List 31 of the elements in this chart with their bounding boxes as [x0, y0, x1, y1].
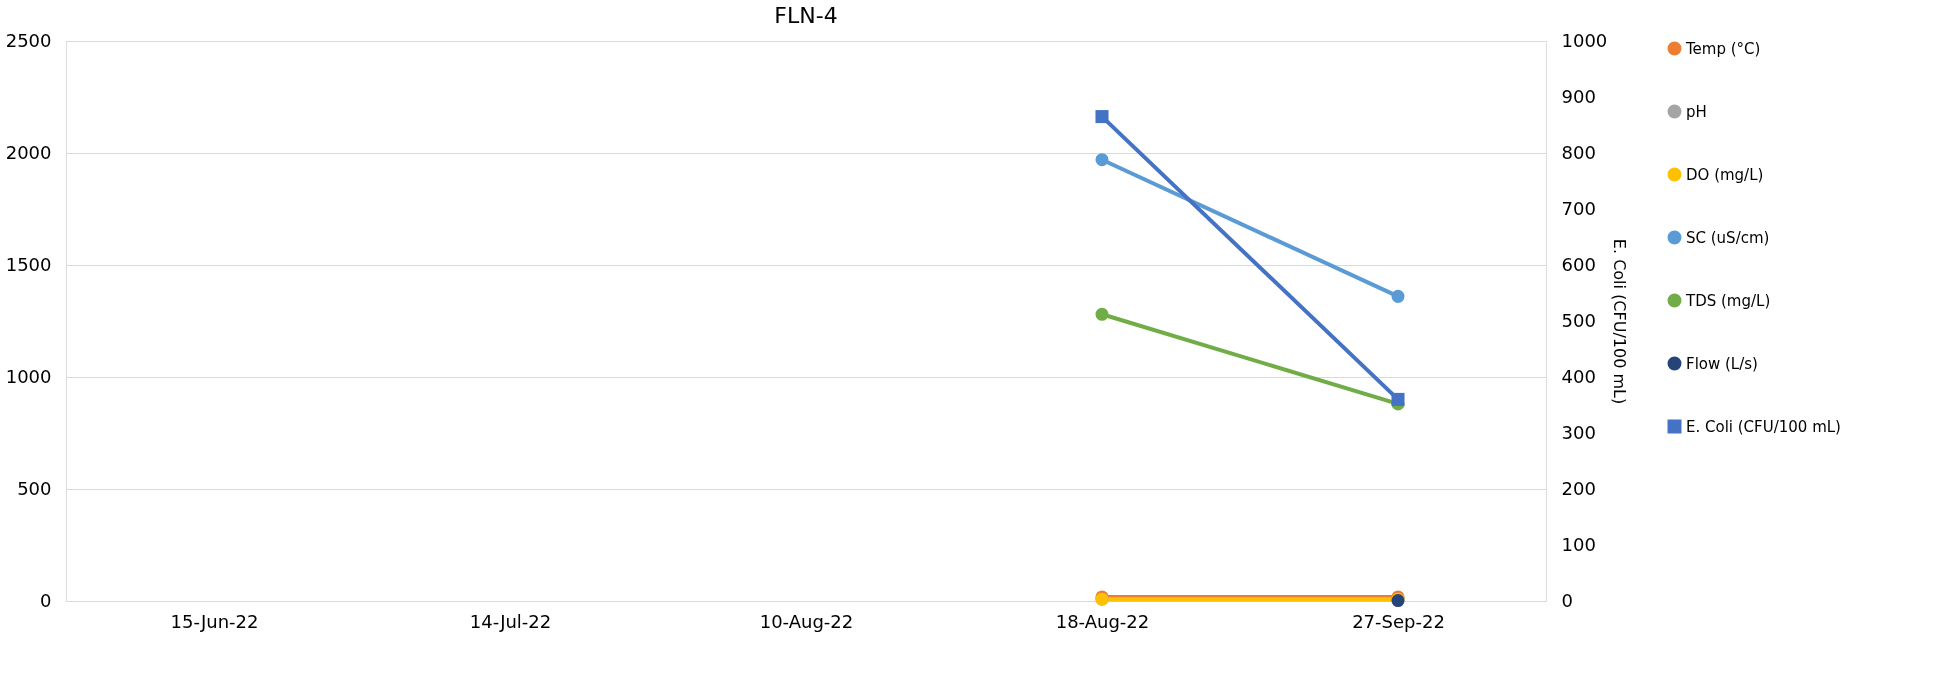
y2-tick-label: 300 — [1561, 421, 1596, 443]
legend-label: E. Coli (CFU/100 mL) — [1686, 417, 1841, 436]
y2-tick-label: 0 — [1561, 589, 1573, 611]
x-tick-label: 10-Aug-22 — [759, 610, 854, 632]
y2-tick-label: 100 — [1561, 533, 1596, 555]
y2-tick-label: 800 — [1561, 141, 1596, 163]
y2-tick-label: 500 — [1561, 309, 1596, 331]
y-tick-label: 0 — [40, 589, 52, 611]
y-tick-label: 1500 — [5, 253, 52, 275]
y2-tick-label: 1000 — [1561, 29, 1608, 51]
y2-tick-label: 600 — [1561, 253, 1596, 275]
y-tick-label: 500 — [17, 477, 52, 499]
chart-title: FLN-4 — [774, 3, 838, 28]
y2-tick-label: 200 — [1561, 477, 1596, 499]
legend-label: DO (mg/L) — [1686, 165, 1764, 184]
legend-label: Flow (L/s) — [1686, 354, 1758, 373]
y-tick-label: 1000 — [5, 365, 52, 387]
x-tick-label: 14-Jul-22 — [469, 610, 552, 632]
legend-label: pH — [1686, 102, 1707, 121]
y-tick-label: 2000 — [5, 141, 52, 163]
y2-tick-label: 400 — [1561, 365, 1596, 387]
y2-tick-label: 900 — [1561, 85, 1596, 107]
x-tick-label: 18-Aug-22 — [1055, 610, 1150, 632]
y-tick-label: 2500 — [5, 29, 52, 51]
y2-tick-label: 700 — [1561, 197, 1596, 219]
legend-label: TDS (mg/L) — [1685, 291, 1771, 310]
x-tick-label: 15-Jun-22 — [170, 610, 259, 632]
y2-axis-title: E. Coli (CFU/100 mL) — [1610, 238, 1630, 405]
legend-label: SC (uS/cm) — [1686, 228, 1770, 247]
x-tick-label: 27-Sep-22 — [1352, 610, 1445, 632]
legend-label: Temp (°C) — [1685, 39, 1761, 58]
